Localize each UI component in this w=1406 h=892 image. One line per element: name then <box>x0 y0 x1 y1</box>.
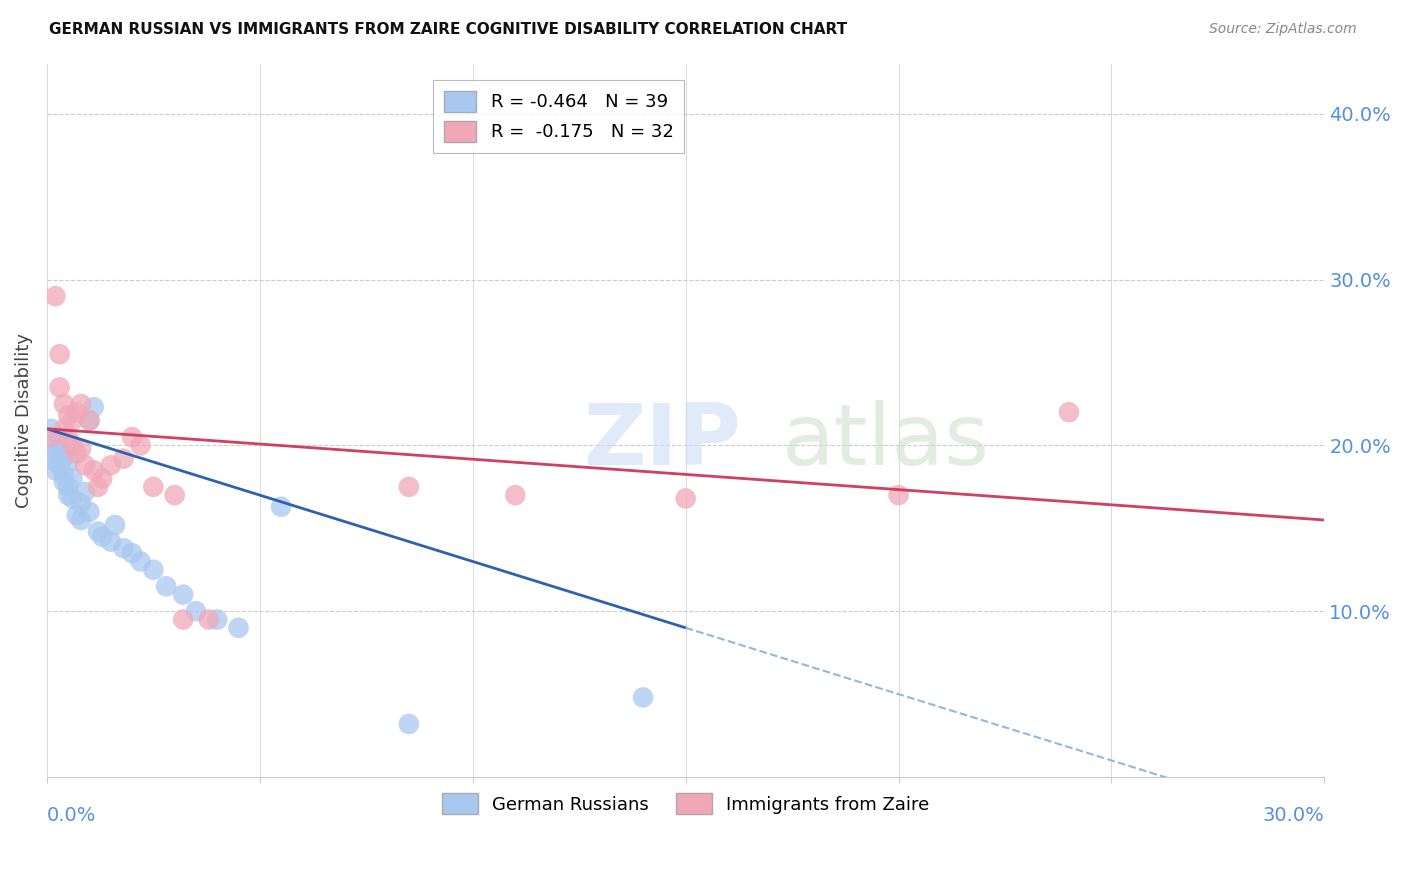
Point <box>75 458 97 473</box>
Point <box>56 430 79 444</box>
Point <box>112 541 135 556</box>
Point <box>142 480 165 494</box>
Point <box>142 563 165 577</box>
Point <box>79 413 101 427</box>
Point <box>62 472 84 486</box>
Point <box>887 488 910 502</box>
Point <box>184 604 207 618</box>
Point <box>197 613 219 627</box>
Point <box>52 468 75 483</box>
Point <box>87 524 110 539</box>
Point <box>83 401 105 415</box>
Point <box>91 472 114 486</box>
Point <box>79 413 101 427</box>
Text: 0.0%: 0.0% <box>46 805 96 824</box>
Point <box>87 480 110 494</box>
Text: GERMAN RUSSIAN VS IMMIGRANTS FROM ZAIRE COGNITIVE DISABILITY CORRELATION CHART: GERMAN RUSSIAN VS IMMIGRANTS FROM ZAIRE … <box>49 22 848 37</box>
Legend: German Russians, Immigrants from Zaire: German Russians, Immigrants from Zaire <box>430 782 941 825</box>
Point <box>172 613 194 627</box>
Point <box>104 518 127 533</box>
Text: 30.0%: 30.0% <box>1263 805 1324 824</box>
Point <box>398 717 420 731</box>
Text: ZIP: ZIP <box>583 401 741 483</box>
Point <box>52 450 75 464</box>
Point <box>112 451 135 466</box>
Point <box>631 690 654 705</box>
Point <box>66 405 89 419</box>
Point <box>44 455 66 469</box>
Point <box>39 430 62 444</box>
Point <box>129 554 152 568</box>
Point <box>66 508 89 522</box>
Point <box>44 289 66 303</box>
Point <box>70 513 93 527</box>
Point <box>121 430 143 444</box>
Point <box>100 534 122 549</box>
Point <box>398 480 420 494</box>
Point <box>62 491 84 506</box>
Point <box>39 438 62 452</box>
Point <box>66 447 89 461</box>
Point <box>48 442 70 456</box>
Point <box>270 500 292 514</box>
Point <box>79 505 101 519</box>
Point <box>163 488 186 502</box>
Point <box>505 488 527 502</box>
Point <box>48 430 70 444</box>
Point <box>48 458 70 473</box>
Point <box>44 447 66 461</box>
Point <box>62 438 84 452</box>
Y-axis label: Cognitive Disability: Cognitive Disability <box>15 333 32 508</box>
Point <box>62 413 84 427</box>
Point <box>172 588 194 602</box>
Point <box>75 484 97 499</box>
Point <box>56 480 79 494</box>
Point <box>52 422 75 436</box>
Point <box>56 455 79 469</box>
Point <box>129 438 152 452</box>
Point <box>39 422 62 436</box>
Point <box>44 463 66 477</box>
Point <box>205 613 228 627</box>
Point <box>100 458 122 473</box>
Point <box>56 409 79 423</box>
Point <box>48 380 70 394</box>
Point <box>52 397 75 411</box>
Text: atlas: atlas <box>782 401 990 483</box>
Point <box>52 475 75 489</box>
Point <box>155 579 177 593</box>
Point <box>48 347 70 361</box>
Point <box>56 488 79 502</box>
Point <box>70 496 93 510</box>
Point <box>70 397 93 411</box>
Point <box>1057 405 1080 419</box>
Point <box>91 530 114 544</box>
Point <box>83 463 105 477</box>
Point <box>70 442 93 456</box>
Text: Source: ZipAtlas.com: Source: ZipAtlas.com <box>1209 22 1357 37</box>
Point <box>121 546 143 560</box>
Point <box>228 621 250 635</box>
Point <box>675 491 697 506</box>
